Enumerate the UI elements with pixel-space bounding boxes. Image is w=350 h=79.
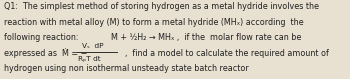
Text: reaction with metal alloy (M) to form a metal hydride (MHₓ) according  the: reaction with metal alloy (M) to form a … xyxy=(4,18,303,27)
Text: hydrogen using non isothermal unsteady state batch reactor: hydrogen using non isothermal unsteady s… xyxy=(4,64,248,73)
Text: ,  find a model to calculate the required amount of: , find a model to calculate the required… xyxy=(120,49,329,58)
Text: Vₛ  dP: Vₛ dP xyxy=(82,43,104,49)
Text: expressed as  Ṁ = −: expressed as Ṁ = − xyxy=(4,49,87,58)
Text: following reaction:             M + ½H₂ → MHₓ ,  if the  molar flow rate can be: following reaction: M + ½H₂ → MHₓ , if t… xyxy=(4,33,301,42)
Text: RₚT dt: RₚT dt xyxy=(78,56,100,62)
Text: Q1:  The simplest method of storing hydrogen as a metal hydride involves the: Q1: The simplest method of storing hydro… xyxy=(4,2,318,11)
